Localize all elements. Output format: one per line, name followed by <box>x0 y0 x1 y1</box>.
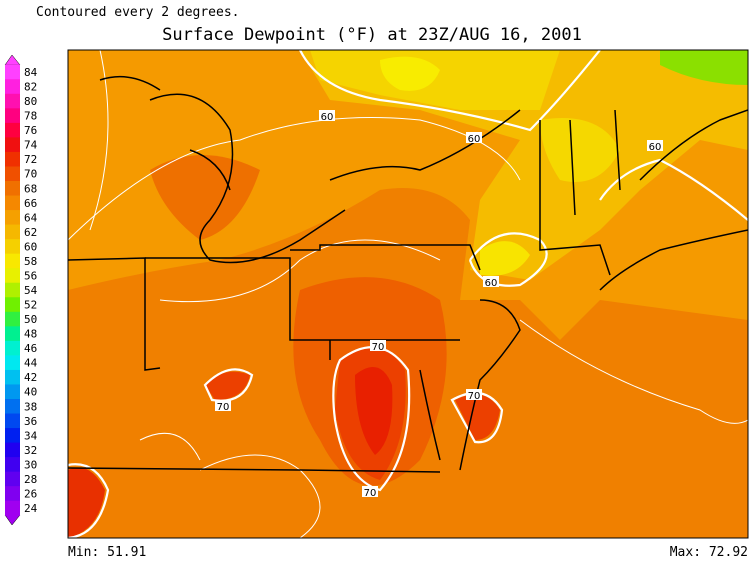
bar-label: 26 <box>24 487 37 500</box>
bar-segment <box>5 500 20 516</box>
bar-label: 24 <box>24 502 38 515</box>
bar-label: 38 <box>24 400 37 413</box>
bar-label: 64 <box>24 211 38 224</box>
map: 60 60 60 60 70 70 70 70 <box>68 50 748 538</box>
bar-label: 48 <box>24 328 37 341</box>
min-label: Min: 51.91 <box>68 545 146 560</box>
bar-segment <box>5 151 20 167</box>
bar-top-arrow <box>4 54 21 66</box>
contour-label-bg <box>370 340 386 351</box>
bar-bottom-arrow <box>4 514 21 526</box>
bar-label: 44 <box>24 357 38 370</box>
bar-segment <box>5 239 20 255</box>
bar-label: 80 <box>24 95 37 108</box>
bar-segment <box>5 413 20 429</box>
bar-label: 62 <box>24 226 37 239</box>
contour-label: 70 <box>217 402 230 413</box>
bar-segment <box>5 268 20 284</box>
bar-segment <box>5 122 20 138</box>
bar-label: 46 <box>24 342 37 355</box>
max-label: Max: 72.92 <box>670 545 748 560</box>
bar-segment <box>5 486 20 502</box>
color-bar <box>4 54 21 526</box>
bar-segment <box>5 340 20 356</box>
bar-label: 68 <box>24 182 37 195</box>
bar-segment <box>5 369 20 385</box>
contour-label-bg <box>483 276 499 287</box>
bar-segment <box>5 195 20 211</box>
bar-segment <box>5 326 20 342</box>
contour-label-bg <box>319 110 335 121</box>
bar-label: 36 <box>24 415 37 428</box>
contour-note: Contoured every 2 degrees. <box>36 5 240 20</box>
contour-label-bg <box>466 389 482 400</box>
contour-label-bg <box>362 486 378 497</box>
bar-label: 84 <box>24 66 38 79</box>
contour-label-bg <box>647 140 663 151</box>
bar-segment <box>5 166 20 182</box>
bar-label: 76 <box>24 124 37 137</box>
bar-label: 30 <box>24 458 37 471</box>
contour-label: 70 <box>364 488 377 499</box>
contour-label: 60 <box>649 142 662 153</box>
bar-segment <box>5 79 20 95</box>
contour-label: 60 <box>468 134 481 145</box>
bar-label: 28 <box>24 473 37 486</box>
bar-label: 58 <box>24 255 37 268</box>
bar-label: 60 <box>24 240 37 253</box>
bar-segment <box>5 64 20 80</box>
bar-label: 34 <box>24 429 38 442</box>
bar-segment <box>5 297 20 313</box>
bar-segment <box>5 457 20 473</box>
bar-label: 66 <box>24 197 37 210</box>
bar-segment <box>5 311 20 327</box>
contour-label-bg <box>215 400 231 411</box>
bar-label: 40 <box>24 386 37 399</box>
bar-segment <box>5 355 20 371</box>
contour-label: 60 <box>321 112 334 123</box>
bar-label: 56 <box>24 269 37 282</box>
bar-label: 78 <box>24 110 37 123</box>
bar-label: 50 <box>24 313 37 326</box>
bar-label: 82 <box>24 81 37 94</box>
bar-segment <box>5 181 20 197</box>
bar-segment <box>5 428 20 444</box>
bar-label: 72 <box>24 153 37 166</box>
bar-segment <box>5 399 20 415</box>
bar-segment <box>5 210 20 226</box>
bar-label: 32 <box>24 444 37 457</box>
bar-segment <box>5 471 20 487</box>
contour-label: 70 <box>372 342 385 353</box>
map-frame <box>67 49 749 539</box>
bar-label: 42 <box>24 371 37 384</box>
bar-segment <box>5 253 20 269</box>
bar-label: 54 <box>24 284 38 297</box>
bar-segment <box>5 93 20 109</box>
contour-label-bg <box>466 132 482 143</box>
contour-label: 70 <box>468 391 481 402</box>
bar-segment <box>5 384 20 400</box>
bar-segment <box>5 224 20 240</box>
bar-segment <box>5 137 20 153</box>
map-title: Surface Dewpoint (°F) at 23Z/AUG 16, 200… <box>162 25 582 45</box>
bar-segment <box>5 282 20 298</box>
bar-segment <box>5 108 20 124</box>
bar-label: 74 <box>24 139 38 152</box>
bar-segment <box>5 442 20 458</box>
bar-label: 70 <box>24 168 37 181</box>
bar-label: 52 <box>24 299 37 312</box>
contour-label: 60 <box>485 278 498 289</box>
